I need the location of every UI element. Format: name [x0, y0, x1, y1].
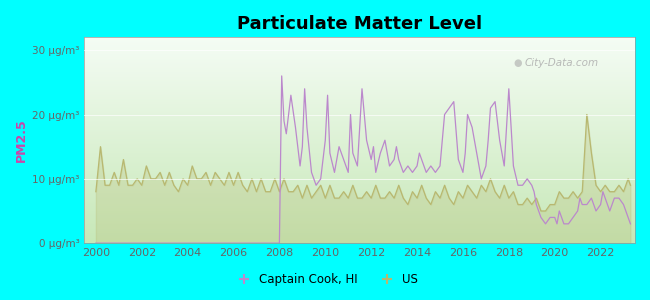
Title: Particulate Matter Level: Particulate Matter Level: [237, 15, 482, 33]
Y-axis label: PM2.5: PM2.5: [15, 118, 28, 162]
Text: City-Data.com: City-Data.com: [525, 58, 599, 68]
Text: ●: ●: [514, 58, 523, 68]
Legend: Captain Cook, HI, US: Captain Cook, HI, US: [227, 269, 423, 291]
